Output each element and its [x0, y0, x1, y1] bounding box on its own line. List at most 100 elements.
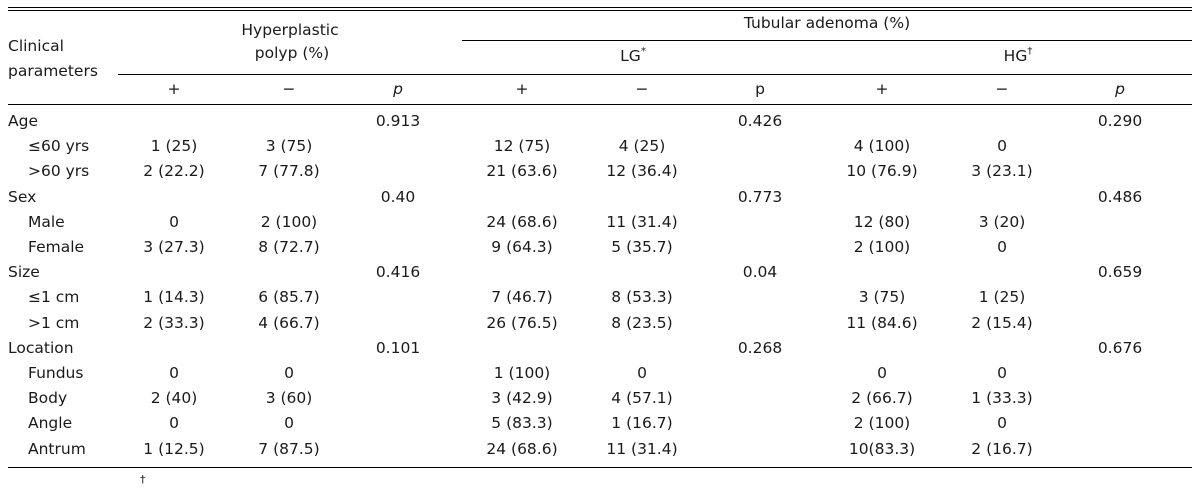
- table-cell: 0: [997, 414, 1007, 433]
- header-hg: HG†: [1003, 45, 1033, 65]
- header-clinical-line1: Clinical: [8, 37, 64, 55]
- table-cell: 0: [169, 364, 179, 382]
- table-cell: 3 (42.9): [491, 389, 553, 408]
- row-label: >60 yrs: [28, 162, 90, 181]
- table-cell: 5 (83.3): [491, 414, 553, 433]
- table-cell: 4 (66.7): [258, 313, 320, 332]
- table-cell: 8 (72.7): [258, 238, 320, 256]
- table-cell: 3 (60): [265, 389, 313, 408]
- table-cell: 24 (68.6): [486, 212, 558, 231]
- column-sign-5: −: [635, 80, 649, 98]
- row-label: Size: [8, 263, 40, 282]
- header-lg: LG*: [620, 45, 646, 65]
- table-cell: 0.659: [1097, 263, 1143, 282]
- row-label: Body: [28, 389, 68, 408]
- table-cell: 1 (25): [978, 288, 1026, 307]
- table-cell: 2 (100): [853, 238, 911, 256]
- table-cell: 0.426: [737, 112, 783, 130]
- table-cell: 0: [997, 238, 1007, 256]
- table-cell: 0.416: [375, 263, 421, 282]
- table-cell: 2 (33.3): [143, 313, 205, 332]
- header-tubular: Tubular adenoma (%): [743, 14, 911, 32]
- table-cell: 7 (77.8): [258, 162, 320, 181]
- table-cell: 7 (46.7): [491, 288, 553, 307]
- column-sign-1: +: [167, 80, 181, 98]
- column-sign-8: −: [995, 80, 1009, 98]
- table-cell: 0: [877, 364, 887, 382]
- table-cell: 0.913: [375, 112, 421, 130]
- table-cell: 0.101: [375, 338, 421, 357]
- table-cell: 2 (40): [150, 389, 198, 408]
- header-clinical-line2: parameters: [8, 62, 98, 80]
- table-cell: 12 (80): [853, 212, 911, 231]
- column-sign-9: p: [1115, 80, 1125, 98]
- table-cell: 9 (64.3): [491, 238, 553, 256]
- table-cell: 10(83.3): [848, 439, 916, 458]
- table-cell: 0.04: [742, 263, 778, 282]
- table-cell: 0: [637, 364, 647, 382]
- table-cell: 2 (16.7): [971, 439, 1033, 458]
- table-cell: 1 (25): [150, 137, 198, 156]
- table-cell: 1 (14.3): [143, 288, 205, 307]
- table-cell: 21 (63.6): [486, 162, 558, 181]
- row-label: Male: [28, 212, 65, 231]
- table-cell: 26 (76.5): [486, 313, 558, 332]
- table-cell: 0.486: [1097, 187, 1143, 206]
- subheader-rule: [118, 74, 1192, 75]
- table-cell: 12 (36.4): [606, 162, 678, 181]
- table-cell: 4 (25): [618, 137, 666, 156]
- footnote-mark: †: [140, 473, 146, 486]
- table-cell: 3 (20): [978, 212, 1026, 231]
- top-rule-2: [8, 10, 1192, 11]
- table-cell: 0.773: [737, 187, 783, 206]
- column-sign-4: +: [515, 80, 529, 98]
- column-sign-3: p: [393, 80, 403, 98]
- header-lg-mark: *: [640, 45, 646, 57]
- row-label: Age: [8, 112, 38, 130]
- table-cell: 7 (87.5): [258, 439, 320, 458]
- bottom-rule: [8, 467, 1192, 468]
- table-cell: 12 (75): [493, 137, 551, 156]
- table-cell: 3 (23.1): [971, 162, 1033, 181]
- table-cell: 2 (66.7): [851, 389, 913, 408]
- table-cell: 11 (31.4): [606, 439, 678, 458]
- table-cell: 0: [169, 212, 179, 231]
- table-cell: 1 (16.7): [611, 414, 673, 433]
- column-sign-6: p: [755, 80, 765, 98]
- table-cell: 2 (100): [853, 414, 911, 433]
- row-label: >1 cm: [28, 313, 80, 332]
- table-cell: 0: [284, 414, 294, 433]
- table-cell: 0: [284, 364, 294, 382]
- table-cell: 11 (31.4): [606, 212, 678, 231]
- table-cell: 4 (100): [853, 137, 911, 156]
- row-label: Location: [8, 338, 74, 357]
- table-cell: 0: [997, 137, 1007, 156]
- table-cell: 2 (100): [260, 212, 318, 231]
- table-cell: 2 (22.2): [143, 162, 205, 181]
- table-cell: 8 (53.3): [611, 288, 673, 307]
- header-hg-label: HG: [1003, 47, 1028, 65]
- table-cell: 0: [997, 364, 1007, 382]
- tubular-rule: [462, 40, 1192, 41]
- table-cell: 4 (57.1): [611, 389, 673, 408]
- table-cell: 8 (23.5): [611, 313, 673, 332]
- header-hg-mark: †: [1027, 45, 1033, 57]
- table-cell: 1 (33.3): [971, 389, 1033, 408]
- table-cell: 24 (68.6): [486, 439, 558, 458]
- row-label: Antrum: [28, 439, 86, 458]
- row-label: Fundus: [28, 364, 84, 382]
- table-cell: 6 (85.7): [258, 288, 320, 307]
- row-label: Angle: [28, 414, 73, 433]
- table-cell: 5 (35.7): [611, 238, 673, 256]
- table-cell: 0.268: [737, 338, 783, 357]
- header-bottom-rule: [8, 104, 1192, 105]
- table-cell: 1 (100): [493, 364, 551, 382]
- table-cell: 11 (84.6): [846, 313, 918, 332]
- row-label: ≤60 yrs: [28, 137, 90, 156]
- top-rule: [8, 7, 1192, 8]
- table-cell: 3 (75): [265, 137, 313, 156]
- table-cell: 0.40: [380, 187, 416, 206]
- row-label: Sex: [8, 187, 37, 206]
- table-cell: 3 (75): [858, 288, 906, 307]
